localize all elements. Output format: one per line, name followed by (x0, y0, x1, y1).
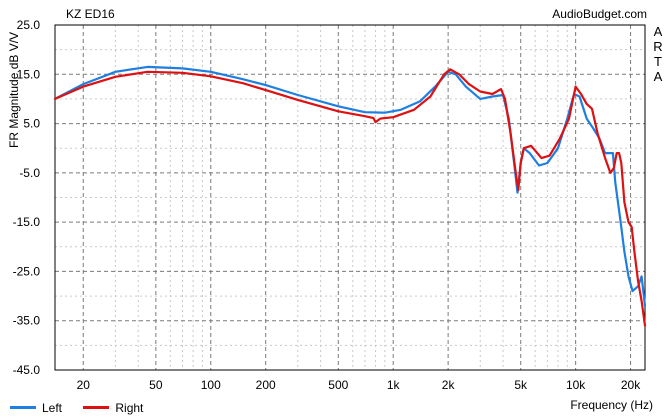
x-tick-label: 500 (328, 378, 348, 392)
legend-swatch-left (10, 406, 36, 409)
legend-swatch-right (83, 406, 110, 409)
legend-item-right: Right (83, 401, 143, 415)
arta-letter: T (654, 54, 662, 69)
y-tick-label: 25.0 (17, 18, 41, 32)
x-tick-label: 20 (77, 378, 91, 392)
arta-letter: R (653, 39, 663, 54)
x-tick-label: 2k (442, 378, 456, 392)
y-tick-label: 5.0 (23, 117, 40, 131)
x-tick-label: 50 (149, 378, 163, 392)
x-tick-label: 200 (256, 378, 276, 392)
plot-area-border (54, 24, 646, 371)
x-tick-label: 20k (621, 378, 641, 392)
x-tick-label: 100 (201, 378, 221, 392)
x-tick-label: 5k (514, 378, 528, 392)
x-tick-label: 1k (387, 378, 401, 392)
series-line-right (53, 68, 647, 327)
y-tick-label: -35.0 (13, 314, 41, 328)
y-tick-label: -5.0 (19, 166, 40, 180)
x-axis-label: Frequency (Hz) (570, 398, 653, 412)
arta-letter: A (653, 69, 663, 84)
arta-letter: A (653, 24, 663, 39)
series-line-left (53, 65, 647, 307)
legend-label-right: Right (115, 400, 144, 415)
legend-label-left: Left (42, 400, 63, 415)
legend: Left Right (10, 398, 161, 415)
legend-item-left: Left (10, 401, 62, 415)
x-tick-label: 10k (566, 378, 586, 392)
y-tick-label: -15.0 (13, 215, 41, 229)
y-tick-label: 15.0 (17, 67, 41, 81)
y-tick-label: -25.0 (13, 264, 41, 278)
brand-label: AudioBudget.com (552, 7, 647, 21)
y-tick-label: -45.0 (13, 363, 41, 377)
y-axis-label: FR Magnitude dB V/V (7, 31, 21, 148)
arta-side-text: A R T A (651, 24, 665, 84)
chart-title: KZ ED16 (66, 7, 115, 21)
